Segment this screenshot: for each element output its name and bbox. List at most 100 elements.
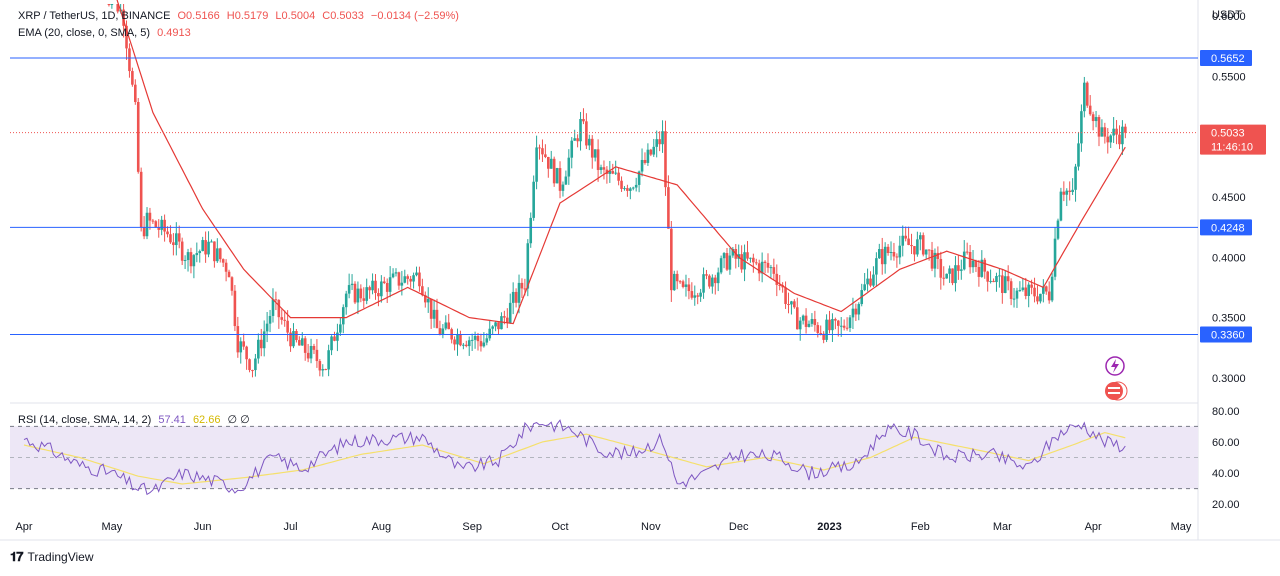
candle-body bbox=[670, 228, 673, 291]
candle-body bbox=[1121, 126, 1124, 145]
candle-body bbox=[834, 319, 837, 321]
candle-body bbox=[134, 84, 137, 103]
candle-body bbox=[506, 317, 509, 323]
candle-body bbox=[942, 277, 946, 279]
candle-body bbox=[295, 331, 298, 341]
candle-body bbox=[757, 263, 761, 274]
candle-body bbox=[289, 332, 292, 347]
candle-body bbox=[136, 102, 140, 172]
rsi-label[interactable]: RSI (14, close, SMA, 14, 2) bbox=[18, 414, 152, 426]
level-badge bbox=[1200, 50, 1252, 67]
last-price-label: 0.5033 bbox=[1211, 128, 1245, 140]
candle-body bbox=[192, 255, 196, 267]
tradingview-branding[interactable]: 𝟏𝟕 TradingView bbox=[10, 549, 94, 565]
candle-body bbox=[1115, 128, 1118, 135]
candle-body bbox=[579, 118, 582, 142]
candle-body bbox=[227, 271, 231, 278]
candle-body bbox=[300, 338, 304, 346]
candle-body bbox=[869, 278, 872, 286]
candle-body bbox=[139, 171, 143, 228]
candle-body bbox=[336, 332, 339, 341]
candle-body bbox=[298, 340, 301, 346]
candle-body bbox=[652, 146, 656, 155]
candle-body bbox=[177, 233, 181, 242]
candle-body bbox=[573, 138, 576, 141]
candle-body bbox=[412, 275, 415, 282]
ema-label[interactable]: EMA (20, close, 0, SMA, 5) bbox=[18, 27, 151, 39]
symbol-legend: XRP / TetherUS, 1D, BINANCE O0.5166 H0.5… bbox=[18, 10, 463, 22]
candle-body bbox=[746, 252, 749, 259]
price-axis-title: USDT bbox=[1212, 9, 1242, 21]
countdown-label: 11:46:10 bbox=[1211, 142, 1253, 154]
candle-body bbox=[1006, 276, 1010, 282]
us-flag-icon[interactable] bbox=[1105, 382, 1123, 400]
candle-body bbox=[277, 300, 281, 318]
candle-body bbox=[992, 280, 995, 283]
candles bbox=[107, 4, 1127, 378]
candle-body bbox=[620, 180, 623, 189]
candle-body bbox=[160, 219, 163, 230]
candle-body bbox=[233, 290, 237, 327]
indicator-icons[interactable] bbox=[1105, 356, 1128, 401]
event-marker-icon[interactable] bbox=[1108, 381, 1128, 401]
candle-body bbox=[154, 221, 158, 228]
level-badge-label: 0.3360 bbox=[1211, 329, 1245, 341]
candle-body bbox=[497, 322, 500, 330]
candle-body bbox=[769, 267, 773, 269]
axes: 0.3000 0.3500 0.4000 0.4500 0.5500 0.6000 20.0… bbox=[15, 11, 1245, 533]
candle-body bbox=[341, 307, 345, 325]
rsi-tick-label: 40.00 bbox=[1212, 468, 1240, 480]
candle-body bbox=[327, 350, 330, 370]
candle-body bbox=[948, 268, 951, 274]
candle-body bbox=[687, 284, 691, 292]
candle-body bbox=[116, 4, 120, 12]
candle-body bbox=[643, 159, 647, 163]
candle-body bbox=[611, 171, 615, 174]
candle-body bbox=[207, 241, 210, 255]
candle-body bbox=[368, 287, 371, 291]
horizontal-levels[interactable] bbox=[10, 57, 1198, 335]
candle-body bbox=[798, 320, 802, 330]
candle-body bbox=[678, 281, 682, 283]
candle-body bbox=[292, 331, 295, 347]
candle-body bbox=[664, 131, 667, 188]
candle-body bbox=[716, 272, 720, 284]
candle-body bbox=[520, 282, 524, 289]
candle-body bbox=[1059, 191, 1063, 221]
candle-body bbox=[426, 298, 430, 303]
candle-body bbox=[740, 254, 743, 270]
candle-body bbox=[1015, 290, 1019, 299]
candle-body bbox=[957, 265, 960, 271]
lightning-icon[interactable] bbox=[1105, 356, 1125, 376]
candle-body bbox=[330, 336, 333, 351]
candle-body bbox=[145, 212, 149, 237]
candle-body bbox=[672, 273, 676, 291]
candle-body bbox=[684, 284, 688, 287]
candle-body bbox=[693, 295, 697, 298]
flag-stripe bbox=[1108, 387, 1120, 389]
time-tick-label: Apr bbox=[1085, 521, 1102, 533]
ema-value: 0.4913 bbox=[157, 27, 191, 39]
candle-body bbox=[754, 262, 758, 264]
candle-body bbox=[561, 184, 565, 191]
symbol-name[interactable]: XRP / TetherUS, 1D, BINANCE bbox=[18, 10, 171, 22]
high-value: H0.5179 bbox=[226, 10, 269, 22]
last-price-badge bbox=[1200, 124, 1266, 155]
candle-body bbox=[570, 140, 574, 158]
time-tick-label: Apr bbox=[15, 521, 32, 533]
candle-body bbox=[356, 288, 360, 303]
candle-body bbox=[872, 274, 875, 286]
candle-body bbox=[347, 285, 351, 294]
candle-body bbox=[907, 238, 910, 246]
candle-body bbox=[772, 267, 776, 274]
candle-body bbox=[1124, 126, 1127, 133]
candle-body bbox=[857, 304, 861, 315]
candle-body bbox=[971, 260, 975, 268]
candle-body bbox=[371, 280, 374, 291]
time-tick-label: Sep bbox=[462, 521, 482, 533]
candle-body bbox=[804, 315, 808, 327]
candle-body bbox=[1100, 127, 1104, 137]
candle-body bbox=[382, 281, 386, 284]
candle-body bbox=[201, 240, 204, 252]
candle-body bbox=[801, 315, 805, 321]
